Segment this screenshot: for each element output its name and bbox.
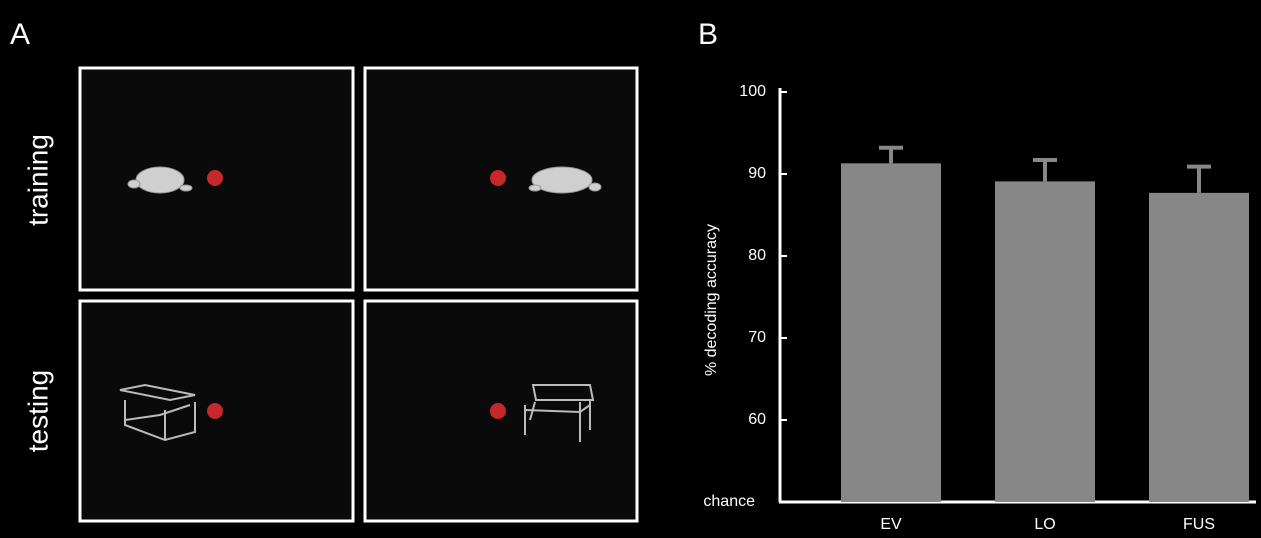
fixation-dot: [490, 170, 506, 186]
bar: [1149, 192, 1249, 503]
row-label: training: [22, 134, 53, 226]
bar: [995, 181, 1095, 502]
x-tick-label: EV: [880, 516, 902, 533]
turtle: [127, 166, 193, 194]
turtle: [528, 166, 602, 194]
y-tick-label: 90: [748, 165, 766, 182]
y-axis-label: % decoding accuracy: [703, 224, 720, 376]
y-tick-label: chance: [703, 493, 755, 510]
fixation-dot: [207, 403, 223, 419]
y-tick-label: 80: [748, 247, 766, 264]
bar: [841, 163, 941, 502]
panel-label: A: [10, 18, 30, 51]
y-tick-label: 60: [748, 411, 766, 428]
chair: [524, 384, 595, 442]
row-label: testing: [22, 370, 53, 453]
x-tick-label: FUS: [1183, 516, 1215, 533]
chair: [119, 383, 196, 442]
y-tick-label: 100: [739, 83, 766, 100]
y-tick-label: 70: [748, 329, 766, 346]
panel-label: B: [698, 18, 718, 51]
x-tick-label: LO: [1034, 516, 1055, 533]
fixation-dot: [490, 403, 506, 419]
fixation-dot: [207, 170, 223, 186]
